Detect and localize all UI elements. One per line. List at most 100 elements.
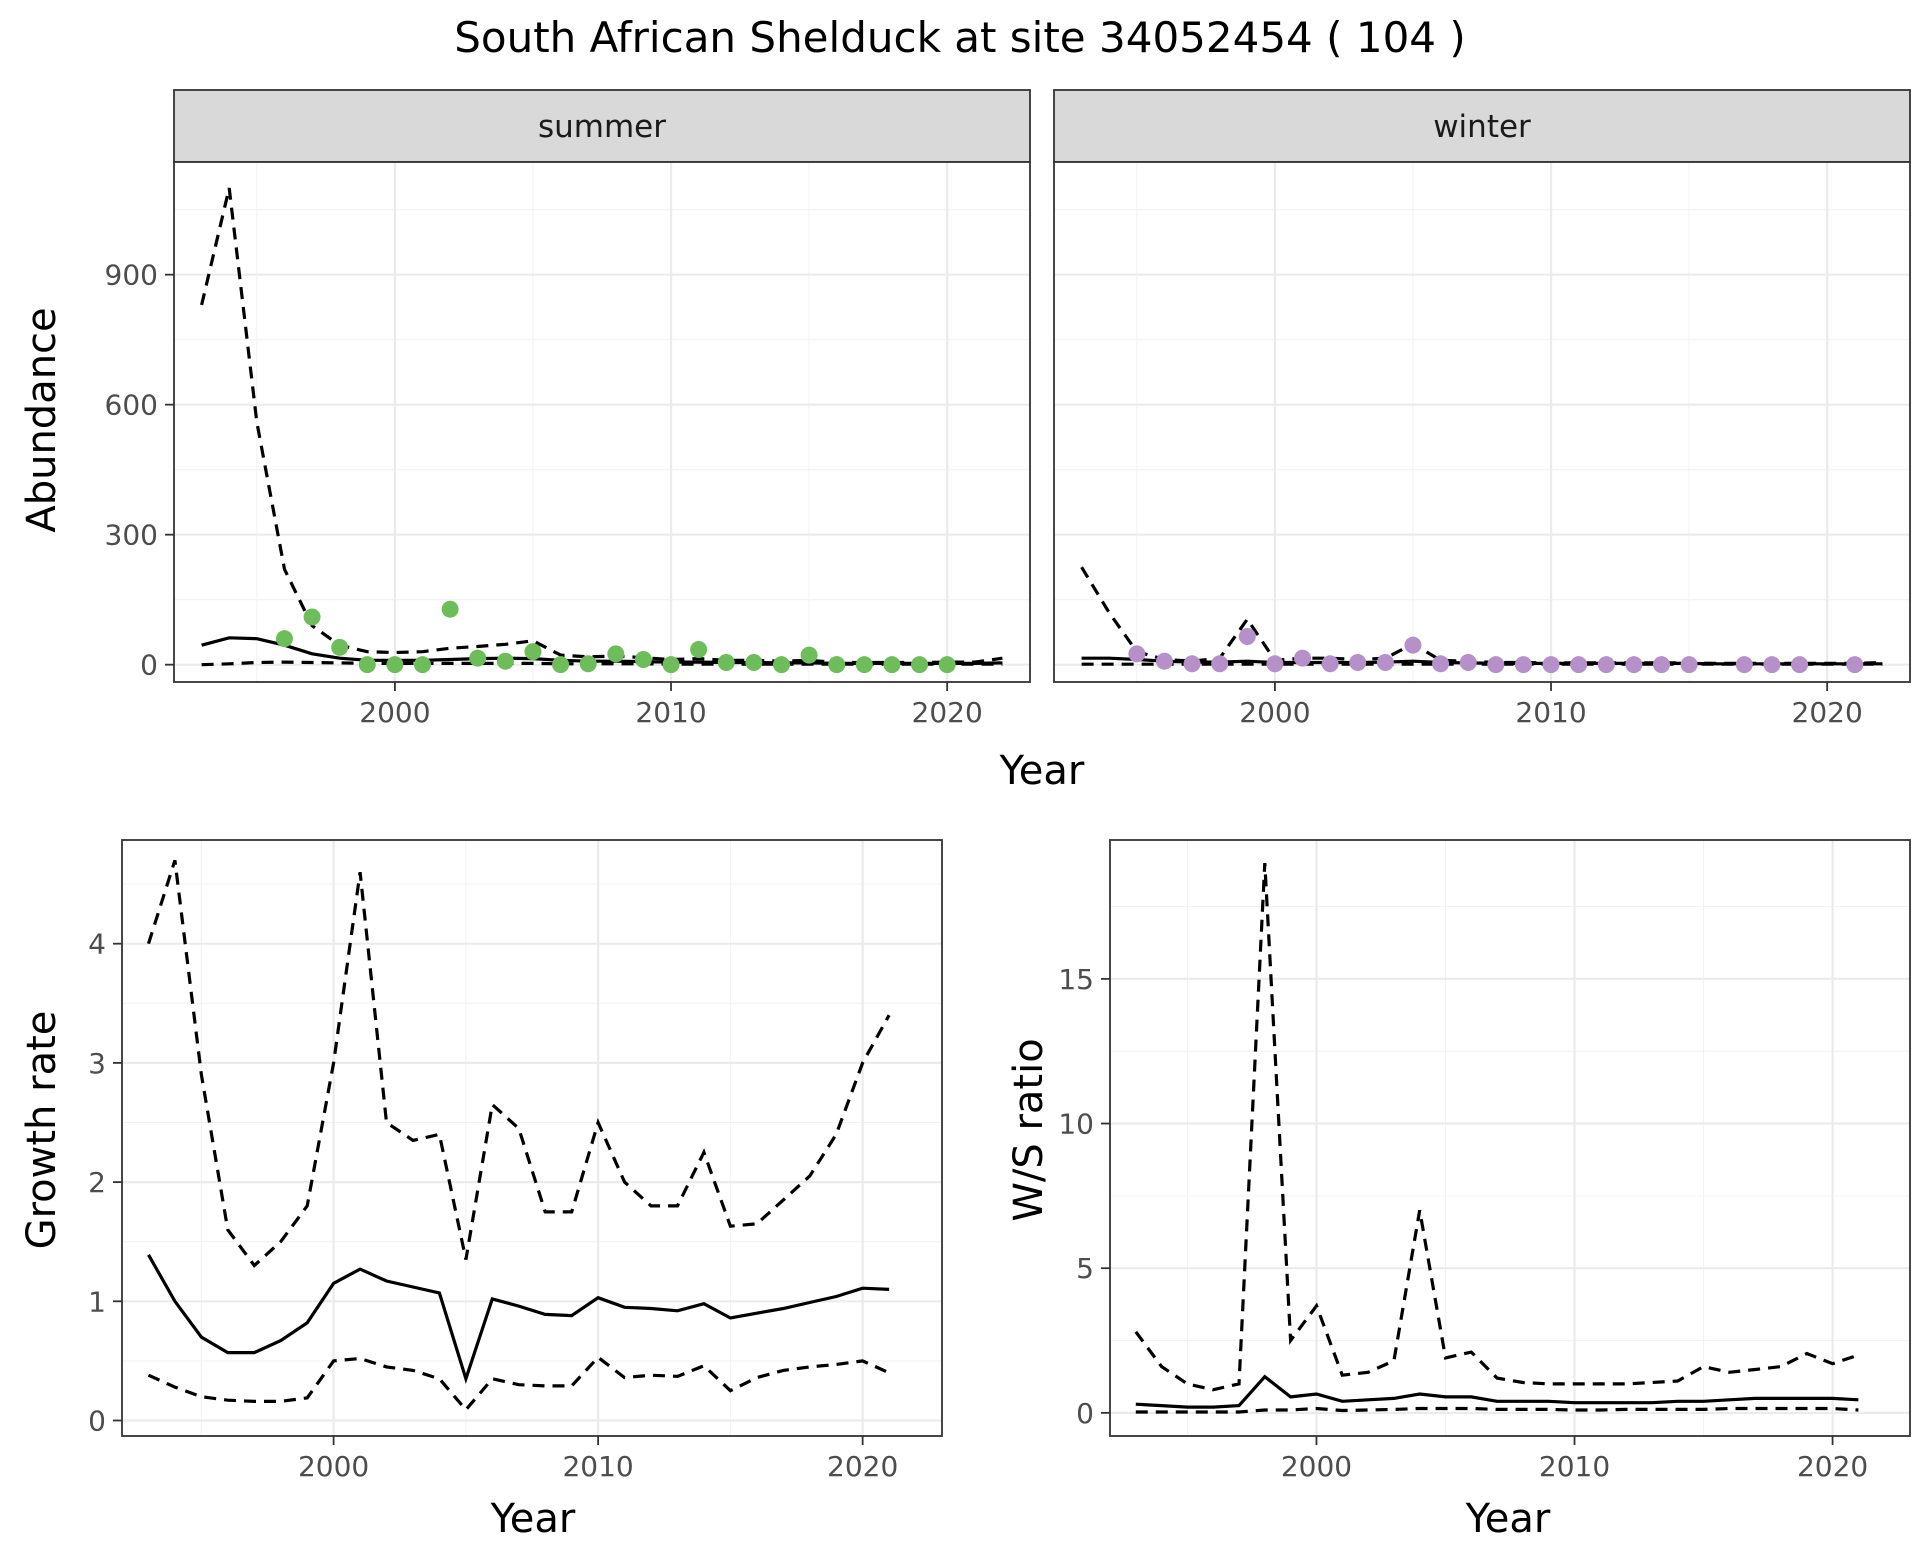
summer-data-point — [441, 600, 459, 618]
winter-data-point — [1763, 656, 1781, 674]
summer-data-point — [690, 641, 708, 658]
ratio-y-tick-label: 15 — [1058, 963, 1094, 996]
ratio-x-tick-label: 2000 — [1281, 1450, 1352, 1483]
summer-data-point — [275, 630, 293, 648]
ratio-x-tick-label: 2010 — [1539, 1450, 1610, 1483]
summer-data-point — [828, 656, 846, 674]
winter-data-point — [1404, 636, 1422, 654]
winter-panel-border — [1053, 161, 1911, 683]
growth-y-tick-label: 0 — [88, 1405, 106, 1438]
winter-data-point — [1597, 656, 1615, 674]
growth-y-tick-label: 2 — [88, 1166, 106, 1199]
winter-data-point — [1376, 654, 1394, 671]
growth-panel-border — [121, 839, 943, 1437]
growth-lower-ci-line — [147, 1355, 890, 1413]
winter-data-point — [1459, 654, 1477, 671]
ratio-x-axis-title: Year — [1465, 1496, 1551, 1542]
ratio-y-tick-label: 10 — [1058, 1108, 1094, 1141]
summer-data-point — [938, 656, 956, 674]
abundance-summer-panel: summer 2000 2010 2020 0 300 600 900 — [105, 89, 1031, 729]
strip-label-winter: winter — [1433, 109, 1531, 145]
winter-data-point — [1183, 655, 1201, 673]
summer-panel-background — [174, 162, 1030, 682]
summer-data-point — [607, 645, 625, 663]
abundance-x-axis-title: Year — [999, 748, 1085, 794]
ratio-lower-ci-line — [1135, 1406, 1859, 1414]
winter-data-point — [1625, 656, 1643, 674]
summer-x-tick-label: 2010 — [635, 696, 706, 729]
winter-data-point — [1680, 656, 1698, 674]
summer-data-point — [772, 656, 790, 674]
plot-area-summer: 2000 2010 2020 0 300 600 900 — [105, 161, 1031, 729]
abundance-winter-panel: winter 2000 2010 2020 — [1053, 89, 1911, 729]
summer-data-point — [745, 654, 763, 671]
summer-data-point — [496, 652, 514, 670]
summer-data-point — [579, 655, 597, 673]
winter-data-point — [1294, 649, 1312, 667]
ratio-y-axis-title: W/S ratio — [1006, 1038, 1052, 1221]
winter-panel-background — [1054, 162, 1910, 682]
winter-x-tick-label: 2020 — [1792, 696, 1863, 729]
growth-panel-background — [122, 840, 942, 1436]
figure-title: South African Shelduck at site 34052454 … — [454, 13, 1466, 62]
growth-rate-panel: 2000 2010 2020 0 1 2 3 4 — [88, 839, 943, 1483]
summer-data-point — [883, 656, 901, 674]
summer-x-tick-label: 2000 — [359, 696, 430, 729]
summer-y-tick-label: 600 — [105, 389, 158, 422]
summer-y-tick-label: 900 — [105, 259, 158, 292]
ratio-y-tick-label: 0 — [1076, 1397, 1094, 1430]
summer-upper-ci-line — [200, 187, 1003, 665]
growth-x-axis-title: Year — [490, 1496, 576, 1542]
growth-x-tick-label: 2000 — [298, 1450, 369, 1483]
summer-data-point — [524, 643, 542, 661]
winter-data-point — [1570, 656, 1588, 674]
growth-x-tick-label: 2010 — [562, 1450, 633, 1483]
summer-x-tick-label: 2020 — [912, 696, 983, 729]
ws-ratio-panel: 2000 2010 2020 0 5 10 15 — [1058, 839, 1911, 1483]
summer-data-point — [552, 656, 570, 674]
growth-y-tick-label: 4 — [88, 928, 106, 961]
growth-mean-line — [147, 1254, 890, 1385]
strip-winter — [1053, 89, 1911, 163]
growth-x-tick-label: 2020 — [827, 1450, 898, 1483]
ratio-y-tick-label: 5 — [1076, 1252, 1094, 1285]
growth-y-tick-label: 3 — [88, 1047, 106, 1080]
winter-data-point — [1349, 654, 1367, 671]
plot-area-winter: 2000 2010 2020 — [1053, 161, 1911, 729]
winter-data-point — [1266, 655, 1284, 673]
summer-y-tick-label: 0 — [140, 649, 158, 682]
summer-panel-border — [173, 161, 1031, 683]
ratio-panel-background — [1110, 840, 1910, 1436]
summer-data-point — [717, 654, 735, 671]
growth-upper-ci-line — [146, 859, 891, 1268]
summer-data-point — [331, 638, 349, 656]
summer-data-point — [303, 608, 321, 626]
summer-data-point — [662, 656, 680, 674]
ratio-upper-ci-line — [1134, 863, 1859, 1392]
winter-data-point — [1128, 645, 1146, 663]
winter-x-tick-label: 2010 — [1515, 696, 1586, 729]
winter-data-point — [1432, 655, 1450, 673]
ratio-mean-line — [1135, 1374, 1859, 1409]
strip-summer — [173, 89, 1031, 163]
growth-y-axis-title: Growth rate — [19, 1011, 65, 1250]
summer-data-point — [911, 656, 929, 674]
summer-data-point — [855, 656, 873, 674]
winter-data-point — [1514, 656, 1532, 674]
summer-data-point — [414, 656, 432, 674]
winter-data-point — [1542, 656, 1560, 674]
abundance-y-axis-title: Abundance — [19, 307, 65, 532]
winter-x-tick-label: 2000 — [1239, 696, 1310, 729]
winter-data-point — [1652, 656, 1670, 674]
winter-data-point — [1155, 652, 1173, 670]
winter-data-point — [1735, 656, 1753, 674]
summer-data-point — [800, 646, 818, 664]
winter-data-point — [1238, 628, 1256, 645]
winter-data-point — [1321, 655, 1339, 673]
winter-data-point — [1487, 656, 1505, 674]
ratio-panel-border — [1109, 839, 1911, 1437]
growth-y-tick-label: 1 — [88, 1285, 106, 1318]
winter-data-point — [1211, 655, 1229, 673]
winter-data-point — [1846, 656, 1864, 674]
